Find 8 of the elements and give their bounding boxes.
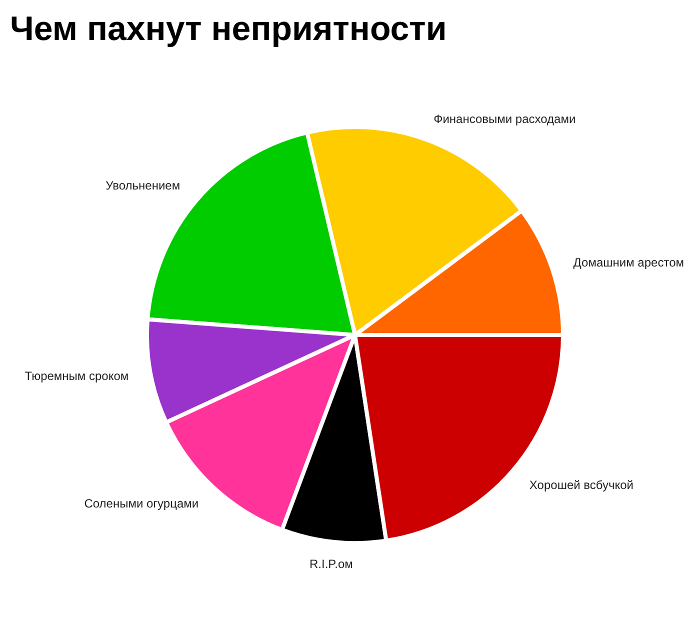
slice-label: Солеными огурцами — [84, 496, 199, 511]
slice-label: R.I.P.ом — [310, 556, 353, 571]
slice-label: Хорошей всбучкой — [529, 478, 634, 492]
chart-title: Чем пахнут неприятности — [9, 9, 448, 50]
slice-label: Тюремным сроком — [24, 368, 129, 383]
slice-label: Домашним арестом — [573, 256, 684, 270]
slice-label: Финансовыми расходами — [434, 112, 576, 126]
slice-label: Увольнением — [106, 178, 180, 193]
